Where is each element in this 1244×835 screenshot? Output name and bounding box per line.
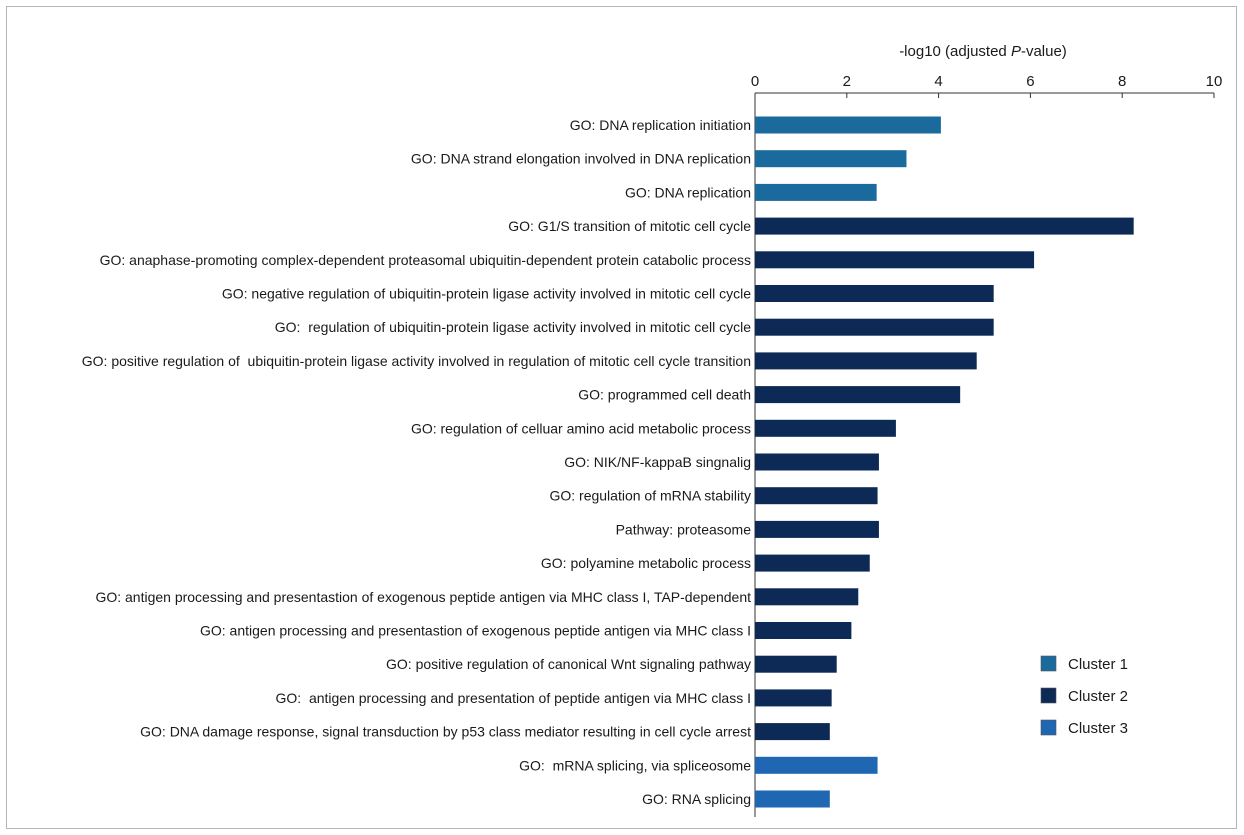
bar [755,487,878,505]
bar [755,419,896,437]
x-tick-label: 4 [934,73,942,90]
legend: Cluster 1 Cluster 2 Cluster 3 [1040,655,1128,737]
bar [755,756,878,774]
bar [755,251,1035,269]
bar [755,386,961,404]
category-labels: GO: DNA replication initiation GO: DNA st… [82,117,751,807]
category-label: GO: regulation of celluar amino acid met… [411,420,751,436]
category-label: GO: polyamine metabolic process [541,555,751,571]
category-label: GO: mRNA splicing, via spliceosome [519,757,751,773]
category-label: GO: positive regulation of canonical Wnt… [386,656,751,672]
bars-group [755,116,1134,808]
legend-label: Cluster 3 [1068,720,1128,737]
x-axis-title: -log10 (adjusted P-value) [899,43,1067,60]
category-label: GO: antigen processing and presentation … [276,690,752,706]
category-label: GO: programmed cell death [578,387,751,403]
category-label: GO: NIK/NF-kappaB singnalig [564,454,751,470]
category-label: GO: regulation of mRNA stability [549,488,751,504]
category-label: Pathway: proteasome [616,521,752,537]
bar [755,622,852,639]
bar [755,318,994,336]
legend-swatch [1040,655,1057,672]
x-axis-title-prefix: -log10 (adjusted [899,43,1011,60]
category-label: GO: DNA strand elongation involved in DN… [411,151,751,167]
category-label: GO: DNA replication [625,184,751,200]
x-tick-label: 10 [1206,73,1223,90]
bar [755,723,830,741]
bar [755,217,1134,235]
bar [755,183,877,201]
x-axis-title-italic: P [1011,43,1021,60]
bar [755,689,832,707]
category-label: GO: DNA damage response, signal transduc… [140,724,751,740]
bar [755,588,859,606]
category-label: GO: positive regulation of ubiquitin-pro… [82,353,751,369]
bar [755,352,977,370]
bar [755,453,879,471]
category-label: GO: RNA splicing [642,791,751,807]
legend-label: Cluster 1 [1068,656,1128,673]
x-tick-label: 6 [1026,73,1034,90]
x-tick-label: 2 [843,73,851,90]
category-label: GO: negative regulation of ubiquitin-pro… [222,286,751,302]
x-tick-label: 8 [1118,73,1126,90]
x-tick-label: 0 [751,73,759,90]
bar [755,554,870,572]
legend-swatch [1040,719,1057,736]
bar [755,520,879,538]
category-label: GO: anaphase-promoting complex-dependent… [100,252,751,268]
legend-label: Cluster 2 [1068,688,1128,705]
category-label: GO: regulation of ubiquitin-protein liga… [275,319,751,335]
bar [755,116,941,134]
bar [755,790,830,808]
bar [755,285,994,302]
legend-swatch [1040,687,1057,704]
chart-frame [6,6,1237,829]
category-label: GO: G1/S transition of mitotic cell cycl… [508,218,751,234]
x-axis-title-suffix: -value) [1021,43,1067,60]
bar [755,655,837,673]
category-label: GO: DNA replication initiation [570,117,751,133]
category-label: GO: antigen processing and presentastion… [95,589,751,605]
category-label: GO: antigen processing and presentastion… [200,623,751,639]
bar [755,150,907,168]
